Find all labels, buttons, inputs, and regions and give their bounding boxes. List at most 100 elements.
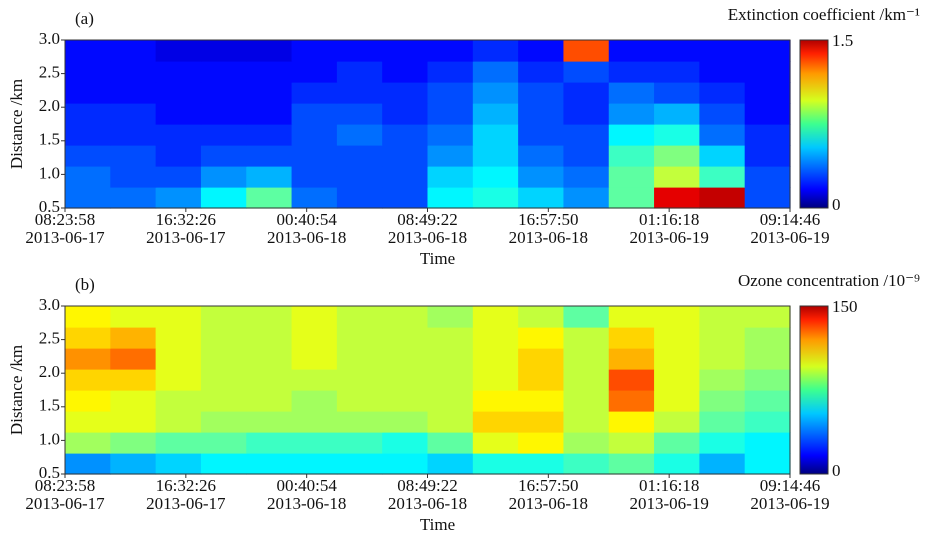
heatmap-cell [336, 369, 383, 391]
heatmap-cell [65, 82, 111, 104]
heatmap-cell [563, 411, 610, 433]
heatmap-cell [654, 187, 700, 209]
colorbar-tick-label: 0 [832, 461, 841, 480]
heatmap-cell [246, 187, 293, 209]
heatmap-cell [427, 390, 474, 412]
heatmap-cell [336, 411, 383, 433]
heatmap-cell [472, 166, 519, 188]
heatmap-cell [427, 306, 474, 328]
heatmap-cell [65, 348, 111, 370]
heatmap-cell [472, 187, 519, 209]
y-tick-label: 1.0 [39, 429, 60, 448]
heatmap-cell [336, 453, 383, 475]
heatmap-cell [563, 166, 610, 188]
heatmap-cell [200, 411, 247, 433]
heatmap-cell [563, 369, 610, 391]
y-tick-label: 0.5 [39, 463, 60, 482]
heatmap-cell [654, 40, 700, 62]
heatmap-cell [291, 187, 338, 209]
heatmap-cell [336, 82, 383, 104]
heatmap-cell [608, 411, 655, 433]
heatmap-cell [518, 411, 565, 433]
y-tick-label: 1.5 [39, 396, 60, 415]
heatmap-cell [246, 348, 293, 370]
heatmap-cell [518, 369, 565, 391]
heatmap-cell [427, 145, 474, 167]
heatmap-cell [608, 369, 655, 391]
heatmap-cell [200, 82, 247, 104]
heatmap-cell [654, 390, 700, 412]
heatmap-cell [110, 82, 157, 104]
heatmap-cell [65, 327, 111, 349]
heatmap-cell [382, 40, 429, 62]
heatmap-cell [155, 306, 202, 328]
heatmap-cell [563, 40, 610, 62]
heatmap-cell [382, 327, 429, 349]
heatmap-cell [563, 103, 610, 125]
heatmap-cell [518, 390, 565, 412]
heatmap-cell [518, 306, 565, 328]
x-tick-date: 2013-06-19 [630, 228, 709, 247]
heatmap-cell [291, 390, 338, 412]
heatmap-cell [472, 103, 519, 125]
heatmap-cell [563, 432, 610, 454]
heatmap-cell [518, 348, 565, 370]
heatmap-cell [427, 103, 474, 125]
heatmap-cell [654, 348, 700, 370]
heatmap-cell [246, 306, 293, 328]
colorbar-title: Extinction coefficient /km⁻¹ [728, 5, 920, 24]
heatmap-cell [427, 348, 474, 370]
heatmap-cell [382, 61, 429, 83]
colorbar-tick-label: 0 [832, 195, 841, 214]
heatmap-cell [200, 103, 247, 125]
heatmap-cell [291, 61, 338, 83]
heatmap-cell [246, 432, 293, 454]
heatmap-cell [744, 124, 791, 146]
heatmap-cell [744, 390, 791, 412]
heatmap-cell [65, 390, 111, 412]
heatmap-cell [382, 306, 429, 328]
heatmap-cell [699, 432, 746, 454]
y-tick-label: 2.5 [39, 63, 60, 82]
heatmap-cell [65, 453, 111, 475]
x-tick-time: 08:49:22 [397, 476, 457, 495]
heatmap-cell [427, 369, 474, 391]
heatmap-cell [427, 61, 474, 83]
heatmap-cell [155, 40, 202, 62]
heatmap-cell [699, 348, 746, 370]
x-tick-time: 08:23:58 [35, 210, 95, 229]
heatmap-cell [336, 61, 383, 83]
heatmap-cell [155, 453, 202, 475]
heatmap-cell [246, 103, 293, 125]
heatmap-cell [608, 166, 655, 188]
heatmap-cell [744, 348, 791, 370]
heatmap-cell [518, 187, 565, 209]
heatmap-cell [246, 124, 293, 146]
heatmap-cell [563, 145, 610, 167]
heatmap-cell [518, 453, 565, 475]
heatmap-cell [155, 432, 202, 454]
heatmap-cell [110, 411, 157, 433]
heatmap-cell [110, 453, 157, 475]
heatmap-cell [246, 40, 293, 62]
x-tick-date: 2013-06-17 [25, 228, 105, 247]
heatmap-cell [608, 187, 655, 209]
x-tick-date: 2013-06-19 [750, 228, 829, 247]
heatmap-cell [427, 187, 474, 209]
heatmap-cell [382, 145, 429, 167]
heatmap-cell [110, 348, 157, 370]
heatmap-cell [291, 166, 338, 188]
heatmap-cell [608, 306, 655, 328]
heatmap-cell [427, 82, 474, 104]
colorbar-tick-label: 150 [832, 297, 858, 316]
heatmap-cell [246, 166, 293, 188]
heatmap-cell [654, 327, 700, 349]
heatmap-cell [200, 187, 247, 209]
heatmap-cell [336, 432, 383, 454]
heatmap-cell [155, 187, 202, 209]
x-tick-date: 2013-06-18 [509, 494, 588, 513]
heatmap-cell [472, 348, 519, 370]
heatmap-cell [744, 411, 791, 433]
heatmap-cell [699, 61, 746, 83]
